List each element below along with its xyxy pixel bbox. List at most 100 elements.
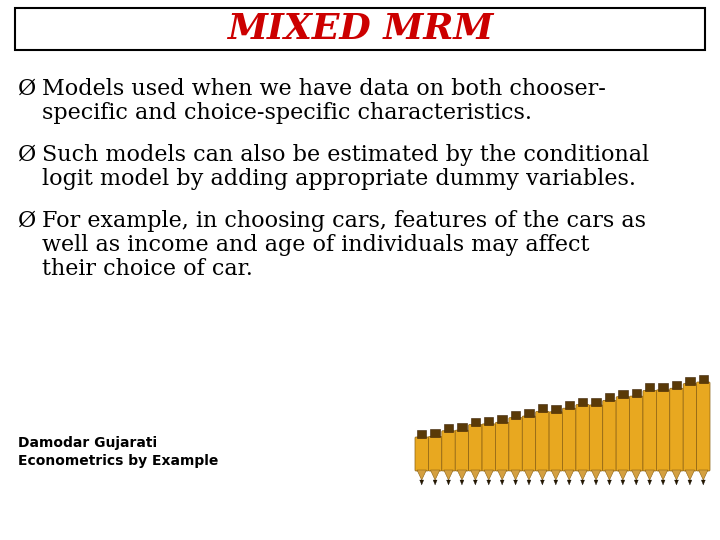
- FancyBboxPatch shape: [629, 396, 643, 471]
- FancyBboxPatch shape: [696, 382, 710, 471]
- Bar: [578, 397, 588, 406]
- Polygon shape: [527, 480, 531, 485]
- FancyBboxPatch shape: [589, 405, 603, 471]
- Text: Models used when we have data on both chooser-: Models used when we have data on both ch…: [42, 78, 606, 100]
- Bar: [564, 401, 574, 409]
- FancyBboxPatch shape: [657, 390, 670, 471]
- Polygon shape: [621, 480, 625, 485]
- Bar: [471, 417, 480, 426]
- Bar: [605, 393, 614, 401]
- Bar: [538, 404, 547, 413]
- Polygon shape: [688, 480, 692, 485]
- Bar: [457, 423, 467, 431]
- Polygon shape: [645, 470, 654, 480]
- Polygon shape: [444, 470, 453, 480]
- Polygon shape: [685, 470, 695, 480]
- FancyBboxPatch shape: [442, 431, 455, 471]
- FancyBboxPatch shape: [495, 422, 509, 471]
- Bar: [618, 390, 628, 398]
- Bar: [15, 8, 705, 50]
- FancyBboxPatch shape: [469, 424, 482, 471]
- Text: Damodar Gujarati: Damodar Gujarati: [18, 436, 157, 450]
- Text: For example, in choosing cars, features of the cars as: For example, in choosing cars, features …: [42, 210, 646, 232]
- FancyBboxPatch shape: [603, 400, 616, 471]
- Polygon shape: [513, 480, 518, 485]
- Text: Ø: Ø: [18, 78, 36, 100]
- Polygon shape: [580, 480, 585, 485]
- Polygon shape: [457, 470, 467, 480]
- Polygon shape: [564, 470, 574, 480]
- Polygon shape: [471, 470, 480, 480]
- Bar: [444, 424, 453, 432]
- Polygon shape: [473, 480, 477, 485]
- Polygon shape: [446, 480, 451, 485]
- Text: Econometrics by Example: Econometrics by Example: [18, 454, 218, 468]
- FancyBboxPatch shape: [616, 397, 629, 471]
- Text: well as income and age of individuals may affect: well as income and age of individuals ma…: [42, 234, 590, 256]
- Polygon shape: [460, 480, 464, 485]
- FancyBboxPatch shape: [576, 404, 589, 471]
- Bar: [524, 409, 534, 417]
- Bar: [511, 410, 521, 418]
- Polygon shape: [634, 480, 638, 485]
- Polygon shape: [487, 480, 491, 485]
- Polygon shape: [500, 480, 504, 485]
- Polygon shape: [605, 470, 614, 480]
- Text: their choice of car.: their choice of car.: [42, 258, 253, 280]
- FancyBboxPatch shape: [455, 430, 469, 471]
- FancyBboxPatch shape: [683, 383, 696, 471]
- Text: logit model by adding appropriate dummy variables.: logit model by adding appropriate dummy …: [42, 168, 636, 190]
- Text: Ø: Ø: [18, 210, 36, 232]
- Bar: [658, 383, 667, 391]
- Bar: [498, 415, 507, 423]
- Text: MIXED MRM: MIXED MRM: [227, 12, 493, 46]
- Polygon shape: [648, 480, 652, 485]
- FancyBboxPatch shape: [643, 390, 657, 471]
- Polygon shape: [698, 470, 708, 480]
- Polygon shape: [658, 470, 667, 480]
- Polygon shape: [431, 470, 440, 480]
- Polygon shape: [433, 480, 437, 485]
- Polygon shape: [498, 470, 507, 480]
- Polygon shape: [672, 470, 681, 480]
- Polygon shape: [538, 470, 547, 480]
- Polygon shape: [417, 470, 426, 480]
- Polygon shape: [541, 480, 544, 485]
- Bar: [431, 429, 440, 437]
- Polygon shape: [608, 480, 611, 485]
- Polygon shape: [524, 470, 534, 480]
- Bar: [631, 389, 641, 397]
- Bar: [672, 381, 681, 389]
- Polygon shape: [618, 470, 628, 480]
- Polygon shape: [631, 470, 641, 480]
- Text: specific and choice-specific characteristics.: specific and choice-specific characteris…: [42, 102, 532, 124]
- FancyBboxPatch shape: [549, 412, 562, 471]
- FancyBboxPatch shape: [522, 416, 536, 471]
- Polygon shape: [701, 480, 706, 485]
- Polygon shape: [567, 480, 571, 485]
- FancyBboxPatch shape: [536, 411, 549, 471]
- FancyBboxPatch shape: [415, 437, 428, 471]
- Polygon shape: [551, 470, 560, 480]
- Polygon shape: [420, 480, 423, 485]
- Bar: [417, 430, 426, 438]
- Text: Ø: Ø: [18, 144, 36, 166]
- Bar: [698, 375, 708, 383]
- Polygon shape: [578, 470, 588, 480]
- Polygon shape: [594, 480, 598, 485]
- FancyBboxPatch shape: [482, 424, 495, 471]
- FancyBboxPatch shape: [509, 417, 522, 471]
- Polygon shape: [484, 470, 493, 480]
- Bar: [551, 405, 560, 413]
- FancyBboxPatch shape: [562, 408, 576, 471]
- Bar: [484, 417, 493, 425]
- FancyBboxPatch shape: [670, 388, 683, 471]
- Bar: [591, 398, 600, 406]
- Polygon shape: [675, 480, 678, 485]
- Text: Such models can also be estimated by the conditional: Such models can also be estimated by the…: [42, 144, 649, 166]
- Bar: [685, 376, 695, 384]
- Polygon shape: [511, 470, 521, 480]
- FancyBboxPatch shape: [428, 436, 442, 471]
- Polygon shape: [661, 480, 665, 485]
- Polygon shape: [554, 480, 558, 485]
